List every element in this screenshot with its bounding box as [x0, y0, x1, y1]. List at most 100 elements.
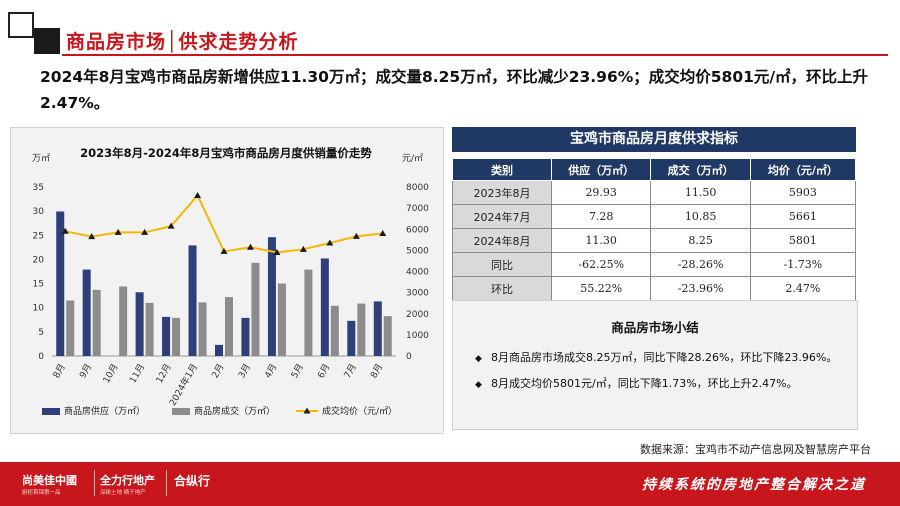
left-axis-tick-label: 30	[33, 207, 45, 217]
left-axis-unit: 万㎡	[32, 153, 50, 164]
chart-panel	[10, 127, 444, 434]
supply-bar	[56, 211, 65, 356]
metrics-table: 类别 供应（万㎡） 成交（万㎡） 均价（元/㎡） 2023年8月 29.93 1…	[452, 158, 857, 301]
deal-bar	[251, 262, 260, 356]
table-cell: 11.50	[650, 180, 751, 205]
x-axis-tick-label: 8月	[368, 362, 385, 380]
logo-shangmeijia-tagline: 厨柜首锦第一品	[22, 490, 61, 496]
legend-swatch-deal	[172, 408, 190, 415]
table-title: 宝鸡市商品房月度供求指标	[452, 127, 856, 152]
deal-bar	[172, 317, 181, 356]
summary-item: ◆ 8月商品房市场成交8.25万㎡，同比下降28.26%，环比下降23.96%。	[475, 349, 845, 365]
diamond-bullet-icon: ◆	[475, 354, 482, 364]
table-row: 2023年8月 29.93 11.50 5903	[452, 180, 857, 205]
footer-slogan: 持续系统的房地产整合解决之道	[642, 477, 866, 493]
left-axis-tick-label: 10	[33, 304, 45, 314]
deal-bar	[383, 316, 392, 356]
supply-bar	[320, 258, 329, 356]
table-cell: 29.93	[550, 180, 652, 205]
table-row: 同比 -62.25% -28.26% -1.73%	[452, 252, 857, 277]
price-line	[65, 193, 383, 254]
price-point	[379, 229, 387, 236]
deal-bar	[66, 300, 75, 356]
table-cell: 7.28	[550, 204, 652, 229]
table-cell: 2023年8月	[452, 180, 552, 205]
x-axis-tick-label: 9月	[77, 362, 94, 380]
logo-hezongxing: 合纵行	[174, 474, 211, 488]
supply-bar	[215, 344, 223, 356]
logo-shangmeijia: 尚美佳中國	[22, 474, 77, 487]
x-axis-tick-label: 4月	[263, 362, 280, 380]
table-row: 2024年8月 11.30 8.25 5801	[452, 228, 857, 253]
footer-separator	[94, 470, 95, 496]
table-header-cell: 类别	[452, 158, 552, 181]
supply-bar	[188, 245, 197, 356]
right-axis-tick-label: 8000	[406, 183, 429, 193]
x-axis-tick-label: 2月	[210, 362, 227, 380]
footer-bar	[0, 462, 900, 506]
deal-bar	[357, 303, 366, 356]
table-cell: -62.25%	[550, 252, 652, 277]
supply-bar	[162, 316, 171, 356]
price-point	[141, 228, 149, 235]
deal-bar	[330, 305, 339, 356]
x-axis-tick-label: 7月	[342, 362, 359, 380]
decorative-square-filled	[34, 28, 60, 54]
deal-bar	[277, 283, 286, 356]
right-axis-unit: 元/㎡	[402, 153, 423, 164]
table-cell: 2.47%	[749, 276, 857, 301]
table-cell: 5801	[749, 228, 857, 253]
table-cell: 同比	[452, 252, 552, 277]
supply-bar	[82, 269, 91, 356]
x-axis-tick-label: 6月	[316, 362, 333, 380]
table-cell: 2024年7月	[452, 204, 552, 229]
price-point	[273, 248, 281, 255]
summary-item: ◆ 8月成交均价5801元/㎡，同比下降1.73%，环比上升2.47%。	[475, 375, 845, 391]
supply-bar	[267, 237, 276, 356]
decorative-square-outline	[8, 12, 34, 38]
table-header-row: 类别 供应（万㎡） 成交（万㎡） 均价（元/㎡）	[452, 158, 857, 181]
price-point	[326, 239, 334, 246]
table-cell: -1.73%	[749, 252, 857, 277]
table-cell: 2024年8月	[452, 228, 552, 253]
page-title: 商品房市场│供求走势分析	[66, 31, 299, 53]
table-cell: -23.96%	[650, 276, 751, 301]
deal-bar	[304, 269, 313, 356]
deal-bar	[92, 289, 101, 356]
price-point	[167, 222, 175, 229]
right-axis-tick-label: 4000	[406, 268, 429, 278]
headline-summary: 2024年8月宝鸡市商品房新增供应11.30万㎡；成交量8.25万㎡，环比减少2…	[40, 68, 869, 112]
x-axis-tick-label: 11月	[127, 362, 147, 385]
right-axis-tick-label: 6000	[406, 225, 429, 235]
right-axis-tick-label: 5000	[406, 246, 429, 256]
supply-bar	[135, 292, 144, 356]
left-axis-tick-label: 0	[38, 352, 44, 362]
title-underline	[62, 26, 888, 56]
x-axis-tick-label: 10月	[101, 362, 121, 385]
right-axis-tick-label: 7000	[406, 204, 429, 214]
supply-bar	[373, 301, 382, 356]
table-cell: 8.25	[650, 228, 751, 253]
left-axis-tick-label: 15	[33, 280, 44, 290]
legend-swatch-supply	[42, 408, 60, 415]
table-row: 2024年7月 7.28 10.85 5661	[452, 204, 857, 229]
table-header-cell: 供应（万㎡）	[550, 158, 652, 181]
table-row: 环比 55.22% -23.96% 2.47%	[452, 276, 857, 301]
left-axis-tick-label: 20	[33, 255, 45, 265]
left-axis-tick-label: 35	[33, 183, 44, 193]
right-axis-tick-label: 0	[406, 352, 412, 362]
price-point	[88, 233, 96, 240]
summary-item-text: 8月商品房市场成交8.25万㎡，同比下降28.26%，环比下降23.96%。	[491, 351, 838, 364]
table-header-cell: 均价（元/㎡）	[749, 158, 857, 181]
table-cell: 5661	[749, 204, 857, 229]
summary-title: 商品房市场小结	[611, 320, 699, 335]
price-point	[299, 245, 307, 252]
legend-label-deal: 商品房成交（万㎡）	[194, 405, 275, 417]
legend-label-supply: 商品房供应（万㎡）	[64, 405, 145, 417]
logo-quanlixing-tagline: 深耕土地 精于地产	[100, 490, 146, 496]
table-cell: 55.22%	[550, 276, 652, 301]
table-cell: -28.26%	[650, 252, 751, 277]
table-cell: 10.85	[650, 204, 751, 229]
table-cell: 环比	[452, 276, 552, 301]
